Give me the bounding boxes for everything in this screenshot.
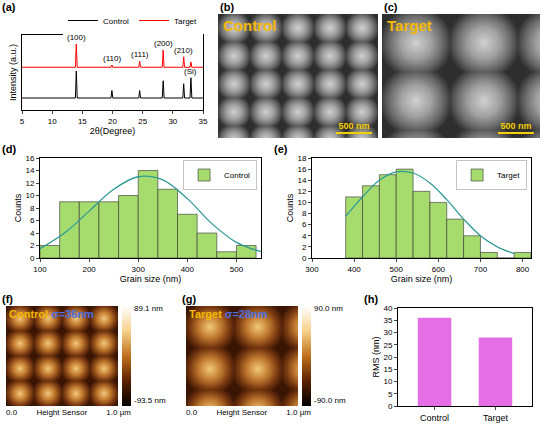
svg-text:2: 2 xyxy=(30,241,35,250)
svg-text:6: 6 xyxy=(30,216,35,225)
html-text:(a): (a) xyxy=(2,1,16,13)
html-text:0.0: 0.0 xyxy=(6,408,18,417)
svg-text:800: 800 xyxy=(516,265,530,274)
svg-text:2θ(Degree): 2θ(Degree) xyxy=(90,126,136,136)
svg-text:10: 10 xyxy=(48,117,57,126)
svg-text:16: 16 xyxy=(297,165,306,174)
html-text:Target: Target xyxy=(387,17,432,34)
svg-text:Grain size (nm): Grain size (nm) xyxy=(120,274,182,284)
svg-text:0: 0 xyxy=(30,254,35,263)
svg-text:(111): (111) xyxy=(131,50,149,59)
svg-text:10: 10 xyxy=(297,198,306,207)
html-text:(e): (e) xyxy=(274,143,288,155)
svg-text:30: 30 xyxy=(168,117,177,126)
html-text:-90.0 nm: -90.0 nm xyxy=(314,396,346,405)
svg-text:400: 400 xyxy=(181,265,195,274)
svg-text:35: 35 xyxy=(383,316,392,325)
svg-text:4: 4 xyxy=(302,232,307,241)
svg-text:8: 8 xyxy=(30,204,35,213)
svg-text:600: 600 xyxy=(432,265,446,274)
svg-text:14: 14 xyxy=(297,176,306,185)
svg-text:20: 20 xyxy=(108,117,117,126)
html-text:89.1 nm: 89.1 nm xyxy=(134,304,163,313)
svg-text:12: 12 xyxy=(25,179,34,188)
svg-text:35: 35 xyxy=(199,117,208,126)
svg-text:14: 14 xyxy=(25,166,34,175)
svg-text:0: 0 xyxy=(388,402,393,411)
html-text:1.0 µm: 1.0 µm xyxy=(286,408,311,417)
html-text:Height Sensor: Height Sensor xyxy=(36,408,88,417)
svg-text:Control: Control xyxy=(420,413,449,423)
svg-text:16: 16 xyxy=(25,154,34,163)
html-text:(d): (d) xyxy=(2,143,16,155)
svg-text:18: 18 xyxy=(297,154,306,163)
html-text:Height Sensor: Height Sensor xyxy=(216,408,268,417)
svg-text:Intensity (a.u.): Intensity (a.u.) xyxy=(8,44,18,101)
svg-text:6: 6 xyxy=(302,220,307,229)
html-text:Target σ=28nm: Target σ=28nm xyxy=(189,308,268,320)
svg-text:Target: Target xyxy=(174,17,197,26)
html-text:0.0: 0.0 xyxy=(186,408,198,417)
svg-text:25: 25 xyxy=(383,341,392,350)
html-text:1.0 µm: 1.0 µm xyxy=(106,408,131,417)
svg-text:4: 4 xyxy=(30,229,35,238)
svg-text:100: 100 xyxy=(33,265,47,274)
html-text:(c): (c) xyxy=(384,1,398,13)
svg-text:(200): (200) xyxy=(154,39,173,48)
svg-text:(Si): (Si) xyxy=(184,67,197,76)
svg-text:700: 700 xyxy=(474,265,488,274)
svg-text:Counts: Counts xyxy=(13,193,23,222)
svg-text:500: 500 xyxy=(230,265,244,274)
svg-text:300: 300 xyxy=(132,265,146,274)
html-text:90.0 nm: 90.0 nm xyxy=(314,304,343,313)
html-text:500 nm: 500 nm xyxy=(338,121,370,131)
html-text:(g): (g) xyxy=(182,293,196,305)
svg-text:5: 5 xyxy=(20,117,25,126)
svg-text:500: 500 xyxy=(390,265,404,274)
svg-text:40: 40 xyxy=(383,304,392,313)
svg-text:15: 15 xyxy=(78,117,87,126)
svg-text:Counts: Counts xyxy=(285,193,295,222)
svg-text:(100): (100) xyxy=(67,33,86,42)
svg-text:Grain size (nm): Grain size (nm) xyxy=(391,274,453,284)
svg-text:15: 15 xyxy=(383,365,392,374)
html-text:(b): (b) xyxy=(220,1,234,13)
svg-text:(210): (210) xyxy=(174,46,193,55)
html-text:(h): (h) xyxy=(364,293,378,305)
svg-text:2: 2 xyxy=(302,243,307,252)
html-text:Control σ=36nm: Control σ=36nm xyxy=(9,308,94,320)
html-text:500 nm: 500 nm xyxy=(500,121,532,131)
svg-text:400: 400 xyxy=(347,265,361,274)
svg-text:10: 10 xyxy=(25,191,34,200)
svg-text:RMS (nm): RMS (nm) xyxy=(371,337,381,378)
svg-text:5: 5 xyxy=(388,390,393,399)
svg-text:Target: Target xyxy=(497,171,520,180)
svg-text:8: 8 xyxy=(302,209,307,218)
svg-text:10: 10 xyxy=(383,377,392,386)
svg-text:Control: Control xyxy=(103,17,129,26)
svg-text:12: 12 xyxy=(297,187,306,196)
svg-text:(110): (110) xyxy=(103,54,121,63)
html-text:(f): (f) xyxy=(2,293,13,305)
html-text:Control: Control xyxy=(223,17,277,34)
svg-text:30: 30 xyxy=(383,328,392,337)
svg-text:Target: Target xyxy=(483,413,509,423)
svg-text:25: 25 xyxy=(138,117,147,126)
svg-text:300: 300 xyxy=(305,265,319,274)
svg-text:0: 0 xyxy=(302,254,307,263)
svg-text:200: 200 xyxy=(82,265,96,274)
html-text:-93.5 nm: -93.5 nm xyxy=(134,396,166,405)
svg-text:Control: Control xyxy=(224,171,250,180)
svg-text:20: 20 xyxy=(383,353,392,362)
